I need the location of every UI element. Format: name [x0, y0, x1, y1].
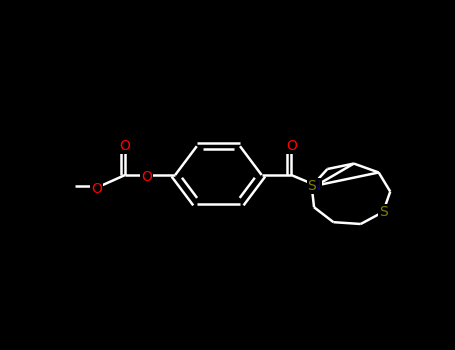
- Text: O: O: [120, 139, 131, 153]
- Text: O: O: [141, 170, 152, 184]
- Text: O: O: [286, 139, 297, 153]
- Text: S: S: [307, 179, 316, 193]
- Text: O: O: [91, 182, 102, 196]
- Text: N: N: [311, 178, 321, 192]
- Text: S: S: [379, 205, 388, 219]
